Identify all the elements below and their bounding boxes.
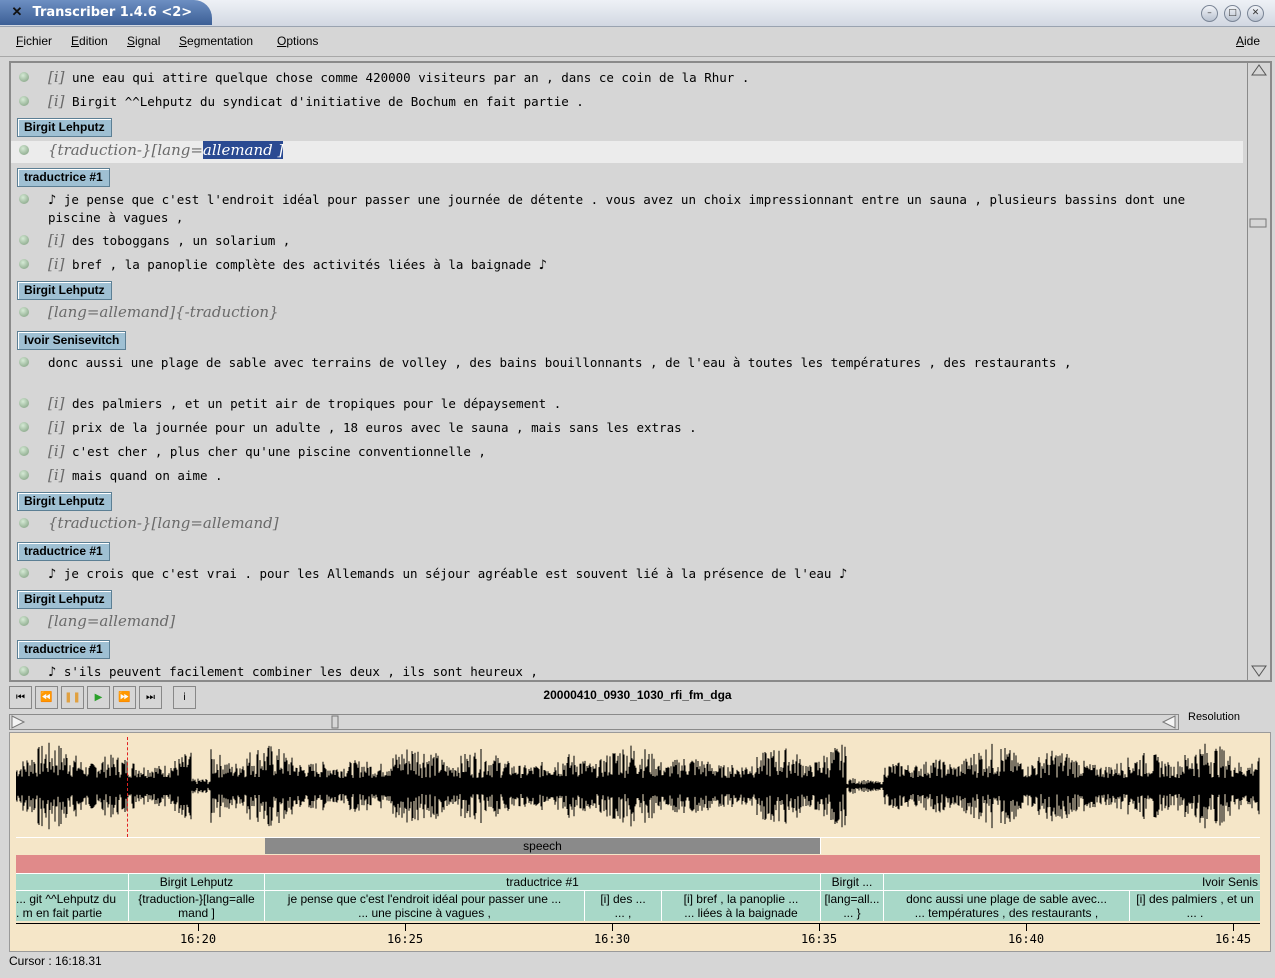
text-selection[interactable]: allemand ] bbox=[202, 141, 284, 159]
segment-bullet-icon[interactable] bbox=[19, 145, 29, 155]
axis-tick-label: 16:35 bbox=[800, 932, 838, 946]
text-segment[interactable]: {traduction-}[lang=alle mand ] bbox=[129, 891, 265, 921]
info-icon[interactable]: i bbox=[173, 686, 196, 709]
segment-bullet-icon[interactable] bbox=[19, 96, 29, 106]
music-note-icon: ♪ bbox=[838, 567, 848, 582]
skip-start-icon[interactable]: ⏮ bbox=[9, 686, 32, 709]
axis-tick bbox=[1026, 924, 1027, 931]
axis-tick-label: 16:25 bbox=[386, 932, 424, 946]
segment-bullet-icon[interactable] bbox=[19, 357, 29, 367]
segment-bullet-icon[interactable] bbox=[19, 422, 29, 432]
speaker-tag[interactable]: traductrice #1 bbox=[17, 542, 110, 561]
speaker-tag[interactable]: traductrice #1 bbox=[17, 168, 110, 187]
text-segment[interactable]: [i] des ... ... , bbox=[585, 891, 662, 921]
segment-bullet-icon[interactable] bbox=[19, 72, 29, 82]
fast-forward-icon[interactable]: ⏩ bbox=[113, 686, 136, 709]
segment-bullet-icon[interactable] bbox=[19, 194, 29, 204]
text-segment[interactable]: [i] bref , la panoplie ... ... liées à l… bbox=[662, 891, 821, 921]
signal-panel[interactable]: speech Birgit Lehputz traductrice #1 Bir… bbox=[9, 732, 1271, 952]
segment-bullet-icon[interactable] bbox=[19, 518, 29, 528]
text-segment[interactable]: [i] des palmiers , et un ... . bbox=[1136, 892, 1254, 920]
axis-tick bbox=[405, 924, 406, 931]
window-title-tab[interactable]: ✕ Transcriber 1.4.6 <2> bbox=[0, 0, 212, 25]
segment-bullet-icon[interactable] bbox=[19, 616, 29, 626]
music-note-icon: ♪ bbox=[538, 258, 547, 273]
axis-tick-label: 16:30 bbox=[593, 932, 631, 946]
segment-bullet-icon[interactable] bbox=[19, 666, 29, 676]
segment-bullet-icon[interactable] bbox=[19, 235, 29, 245]
speaker-segment[interactable]: Birgit Lehputz bbox=[129, 874, 265, 890]
cursor-line bbox=[127, 737, 128, 837]
time-axis: 16:20 16:25 16:30 16:35 16:40 16:45 bbox=[16, 923, 1260, 950]
pause-icon[interactable]: ❚❚ bbox=[61, 686, 84, 709]
speech-segment[interactable]: speech bbox=[265, 838, 821, 854]
speaker-tag[interactable]: Birgit Lehputz bbox=[17, 492, 112, 511]
transcript-line-current[interactable]: {traduction-}[lang=allemand ] bbox=[11, 141, 1243, 163]
segment-bullet-icon[interactable] bbox=[19, 470, 29, 480]
music-note-icon: ♪ bbox=[48, 665, 57, 680]
axis-tick bbox=[819, 924, 820, 931]
segment-bullet-icon[interactable] bbox=[19, 259, 29, 269]
axis-tick-label: 16:20 bbox=[179, 932, 217, 946]
transcript-editor[interactable]: [i] une eau qui attire quelque chose com… bbox=[9, 61, 1248, 682]
text-segment[interactable]: donc aussi une plage de sable avec... ..… bbox=[884, 891, 1130, 921]
menu-fichier[interactable]: Fichier bbox=[16, 34, 53, 48]
topic-row[interactable] bbox=[16, 855, 1260, 874]
text-segment[interactable]: je pense que c'est l'endroit idéal pour … bbox=[265, 891, 585, 921]
segment-bullet-icon[interactable] bbox=[19, 307, 29, 317]
transcription-row: git ^^Lehputz du ... m en fait partie . … bbox=[16, 891, 1260, 921]
menu-signal[interactable]: Signal bbox=[127, 34, 161, 48]
window-title: Transcriber 1.4.6 <2> bbox=[32, 5, 193, 20]
axis-tick bbox=[1233, 924, 1234, 931]
transcript-line[interactable]: ♪ je pense que c'est l'endroit idéal pou… bbox=[11, 191, 1243, 225]
speaker-segment[interactable]: Ivoir Senis bbox=[1201, 875, 1258, 889]
menu-aide[interactable]: Aide bbox=[1236, 34, 1261, 48]
scrollbar-arrows bbox=[1249, 64, 1267, 677]
waveform[interactable] bbox=[16, 738, 1260, 834]
axis-tick-label: 16:45 bbox=[1214, 932, 1252, 946]
speaker-tag[interactable]: Birgit Lehputz bbox=[17, 281, 112, 300]
skip-end-icon[interactable]: ⏭ bbox=[139, 686, 162, 709]
text-segment[interactable]: [lang=all... ... } bbox=[821, 891, 884, 921]
resolution-label[interactable]: Resolution bbox=[1188, 711, 1240, 723]
axis-tick bbox=[198, 924, 199, 931]
speaker-segment[interactable]: traductrice #1 bbox=[265, 874, 821, 890]
player-toolbar: ⏮ ⏪ ❚❚ ▶ ⏩ ⏭ i 20000410_0930_1030_rfi_fm… bbox=[0, 682, 1275, 710]
audio-filename: 20000410_0930_1030_rfi_fm_dga bbox=[543, 688, 732, 702]
menu-edition[interactable]: Edition bbox=[71, 34, 108, 48]
speech-row: speech bbox=[16, 837, 1260, 854]
text-segment[interactable]: git ^^Lehputz du ... m en fait partie . bbox=[16, 891, 129, 921]
speaker-tag[interactable]: Birgit Lehputz bbox=[17, 590, 112, 609]
speaker-row: Birgit Lehputz traductrice #1 Birgit ...… bbox=[16, 874, 1260, 891]
x-logo-icon: ✕ bbox=[11, 5, 23, 20]
segment-bullet-icon[interactable] bbox=[19, 446, 29, 456]
speaker-tag[interactable]: Ivoir Senisevitch bbox=[17, 331, 127, 350]
axis-tick-label: 16:40 bbox=[1007, 932, 1045, 946]
close-icon[interactable]: ✕ bbox=[1247, 5, 1264, 22]
transcript-line[interactable]: donc aussi une plage de sable avec terra… bbox=[11, 354, 1243, 388]
rewind-icon[interactable]: ⏪ bbox=[35, 686, 58, 709]
music-note-icon: ♪ bbox=[48, 567, 57, 582]
title-bar: ✕ Transcriber 1.4.6 <2> – □ ✕ bbox=[0, 0, 1275, 27]
axis-tick bbox=[612, 924, 613, 931]
signal-scroll-thumb bbox=[11, 715, 1176, 729]
maximize-icon[interactable]: □ bbox=[1224, 5, 1241, 22]
speaker-segment[interactable] bbox=[16, 874, 129, 890]
minimize-icon[interactable]: – bbox=[1201, 5, 1218, 22]
music-note-icon: ♪ bbox=[48, 193, 57, 208]
menu-segmentation[interactable]: Segmentation bbox=[179, 34, 254, 48]
transcript-scrollbar[interactable] bbox=[1247, 61, 1272, 682]
segment-bullet-icon[interactable] bbox=[19, 398, 29, 408]
cursor-position: Cursor : 16:18.31 bbox=[9, 954, 102, 968]
status-bar: Cursor : 16:18.31 bbox=[9, 952, 1269, 972]
waveform-path bbox=[16, 742, 1260, 830]
speaker-tag[interactable]: Birgit Lehputz bbox=[17, 118, 112, 137]
menu-options[interactable]: Options bbox=[277, 34, 319, 48]
segment-bullet-icon[interactable] bbox=[19, 568, 29, 578]
speaker-tag[interactable]: traductrice #1 bbox=[17, 640, 110, 659]
speaker-segment[interactable]: Birgit ... bbox=[821, 874, 884, 890]
menu-bar: Fichier Edition Signal Segmentation Opti… bbox=[0, 27, 1275, 57]
signal-scrollbar[interactable] bbox=[9, 714, 1179, 730]
play-icon[interactable]: ▶ bbox=[87, 686, 110, 709]
